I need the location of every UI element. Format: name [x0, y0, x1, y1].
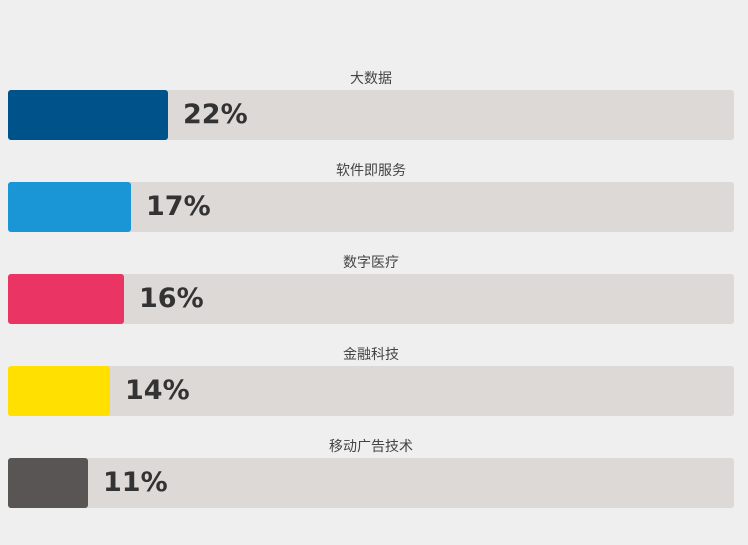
data-label: 17%: [146, 191, 211, 222]
data-label: 22%: [183, 99, 248, 130]
category-label: 数字医疗: [343, 255, 399, 271]
bar-track: 14%: [8, 366, 734, 416]
category-label: 大数据: [350, 71, 392, 87]
bar-track: 22%: [8, 90, 734, 140]
category-label: 软件即服务: [336, 163, 406, 179]
bar-track: 17%: [8, 182, 734, 232]
data-label: 11%: [103, 467, 168, 498]
data-label: 14%: [125, 375, 190, 406]
bar-track: 11%: [8, 458, 734, 508]
bar-track: 16%: [8, 274, 734, 324]
bar: [8, 90, 168, 140]
bar: [8, 274, 124, 324]
bar: [8, 458, 88, 508]
bar: [8, 182, 131, 232]
category-label: 金融科技: [343, 347, 399, 363]
bar: [8, 366, 110, 416]
category-label: 移动广告技术: [329, 439, 413, 455]
data-label: 16%: [139, 283, 204, 314]
